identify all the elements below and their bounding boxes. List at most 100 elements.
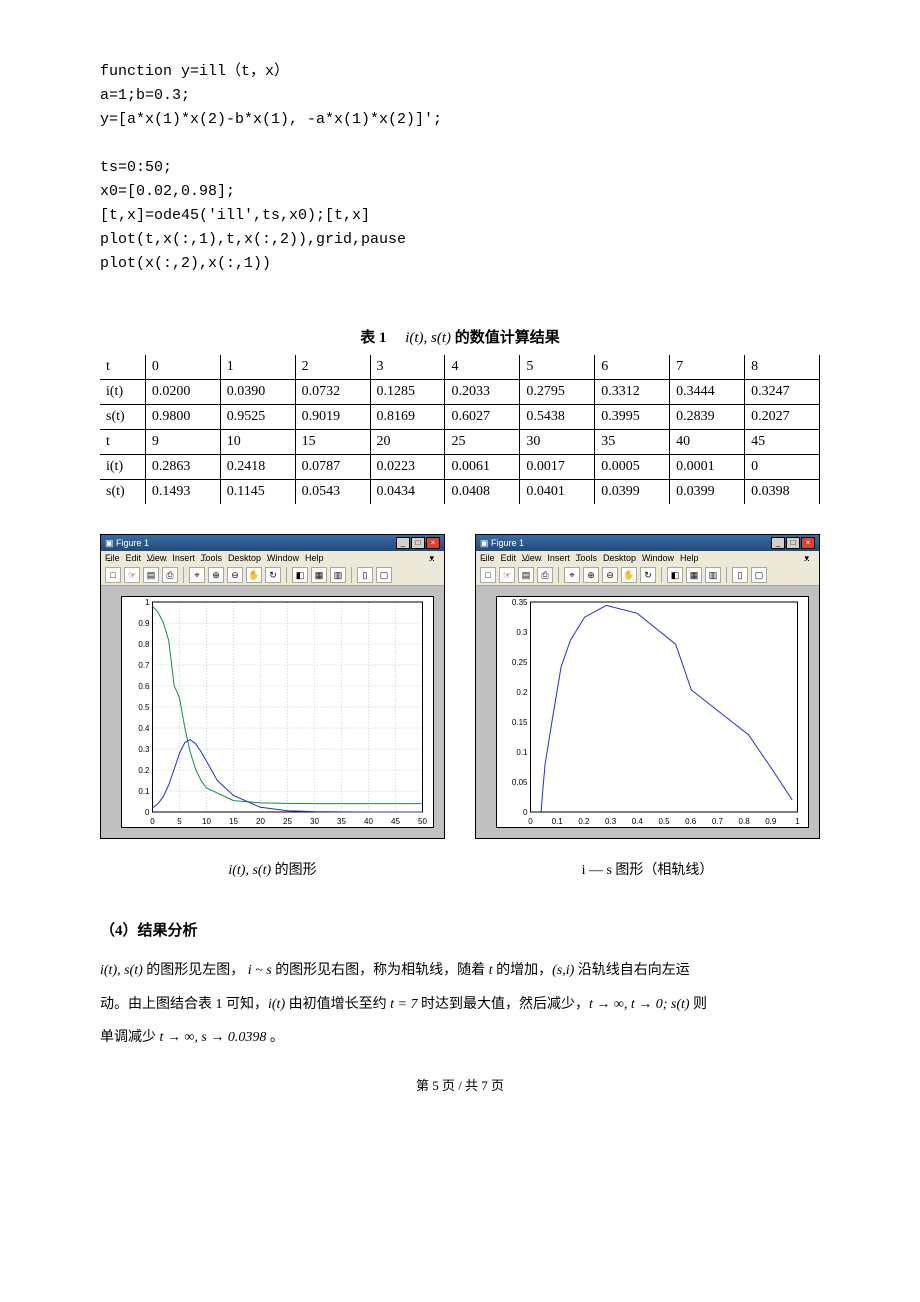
- svg-text:0.6: 0.6: [138, 682, 150, 691]
- table-cell: 0.5438: [520, 405, 595, 430]
- figure-right: ▣ Figure 1_□×FileEditViewInsertToolsDesk…: [475, 534, 820, 839]
- table-cell: 0.8169: [370, 405, 445, 430]
- window-buttons[interactable]: _□×: [770, 537, 815, 549]
- menubar[interactable]: FileEditViewInsertToolsDesktopWindowHelp…: [476, 551, 819, 565]
- table-cell: s(t): [100, 405, 145, 430]
- svg-text:0.35: 0.35: [512, 598, 528, 607]
- table-cell: 40: [670, 430, 745, 455]
- table-cell: 0.2863: [145, 455, 220, 480]
- table-cell: 15: [295, 430, 370, 455]
- table-cell: 1: [220, 355, 295, 380]
- table-cell: 0.0061: [445, 455, 520, 480]
- table-cell: 0.9800: [145, 405, 220, 430]
- svg-text:0.7: 0.7: [138, 661, 150, 670]
- code-block: function y=ill（t，x） a=1;b=0.3; y=[a*x(1)…: [100, 60, 820, 276]
- svg-text:10: 10: [202, 817, 211, 826]
- svg-text:0.05: 0.05: [512, 778, 528, 787]
- svg-text:0.2: 0.2: [138, 766, 150, 775]
- svg-text:30: 30: [310, 817, 319, 826]
- toolbar[interactable]: □☞▤⎙⌖⊕⊖✋↻◧▦▥▯▢: [476, 565, 819, 586]
- table-cell: 0.1493: [145, 480, 220, 505]
- svg-text:0.3: 0.3: [605, 817, 617, 826]
- table-cell: 0.2795: [520, 380, 595, 405]
- svg-text:1: 1: [795, 817, 800, 826]
- menubar[interactable]: FileEditViewInsertToolsDesktopWindowHelp…: [101, 551, 444, 565]
- svg-text:0.15: 0.15: [512, 718, 528, 727]
- table-cell: 0.0001: [670, 455, 745, 480]
- svg-text:0.3: 0.3: [516, 628, 528, 637]
- table-cell: 0.2033: [445, 380, 520, 405]
- table-suffix: 的数值计算结果: [455, 330, 560, 346]
- table-cell: 0.0017: [520, 455, 595, 480]
- svg-text:0.5: 0.5: [658, 817, 670, 826]
- table-cell: 0.0543: [295, 480, 370, 505]
- toolbar[interactable]: □☞▤⎙⌖⊕⊖✋↻◧▦▥▯▢: [101, 565, 444, 586]
- fig-title: ▣ Figure 1: [105, 538, 149, 549]
- table-cell: 0.0399: [595, 480, 670, 505]
- table-cell: 0.3995: [595, 405, 670, 430]
- analysis-text: i(t), s(t) 的图形见左图， i ~ s 的图形见右图，称为相轨线，随着…: [100, 954, 820, 1055]
- table-label: 表 1: [360, 330, 386, 346]
- table-cell: 0.0390: [220, 380, 295, 405]
- svg-text:0.1: 0.1: [516, 748, 528, 757]
- table-cell: 0.9525: [220, 405, 295, 430]
- svg-text:0.5: 0.5: [138, 703, 150, 712]
- svg-text:0: 0: [523, 808, 528, 817]
- table-cell: 0.2839: [670, 405, 745, 430]
- table-cell: t: [100, 430, 145, 455]
- svg-text:0.9: 0.9: [138, 619, 150, 628]
- svg-text:0.2: 0.2: [578, 817, 590, 826]
- svg-text:0: 0: [150, 817, 155, 826]
- table-cell: 0.1145: [220, 480, 295, 505]
- table-cell: 25: [445, 430, 520, 455]
- table-cell: 0.0732: [295, 380, 370, 405]
- table-cell: 0.0005: [595, 455, 670, 480]
- caption-left: i(t), s(t) 的图形: [100, 859, 445, 879]
- table-cell: 9: [145, 430, 220, 455]
- svg-text:0: 0: [145, 808, 150, 817]
- table-cell: 10: [220, 430, 295, 455]
- svg-text:0.3: 0.3: [138, 745, 150, 754]
- svg-text:0: 0: [528, 817, 533, 826]
- svg-text:0.6: 0.6: [685, 817, 697, 826]
- svg-text:20: 20: [256, 817, 265, 826]
- svg-text:15: 15: [229, 817, 238, 826]
- table-cell: 0.0787: [295, 455, 370, 480]
- table-cell: 0.0434: [370, 480, 445, 505]
- data-table: t012345678i(t)0.02000.03900.07320.12850.…: [100, 355, 820, 504]
- svg-text:0.4: 0.4: [632, 817, 644, 826]
- svg-text:0.7: 0.7: [712, 817, 724, 826]
- table-cell: 30: [520, 430, 595, 455]
- table-cell: 0.0223: [370, 455, 445, 480]
- table-cell: 0.6027: [445, 405, 520, 430]
- svg-text:1: 1: [145, 598, 150, 607]
- table-cell: 0.1285: [370, 380, 445, 405]
- table-cell: 45: [745, 430, 820, 455]
- page-footer: 第 5 页 / 共 7 页: [100, 1075, 820, 1094]
- table-cell: 3: [370, 355, 445, 380]
- svg-text:0.8: 0.8: [739, 817, 751, 826]
- table-cell: 0.0408: [445, 480, 520, 505]
- table-cell: 0.9019: [295, 405, 370, 430]
- table-cell: s(t): [100, 480, 145, 505]
- table-cell: 0.0200: [145, 380, 220, 405]
- svg-text:0.25: 0.25: [512, 658, 528, 667]
- table-cell: 0.0401: [520, 480, 595, 505]
- table-cell: 0.2027: [745, 405, 820, 430]
- svg-text:0.2: 0.2: [516, 688, 528, 697]
- svg-text:0.9: 0.9: [765, 817, 777, 826]
- section-4-head: （4）结果分析: [100, 919, 820, 940]
- table-cell: 35: [595, 430, 670, 455]
- table-cell: i(t): [100, 380, 145, 405]
- svg-text:5: 5: [177, 817, 182, 826]
- table-cell: 0.2418: [220, 455, 295, 480]
- table-cell: 0.0399: [670, 480, 745, 505]
- table-title: 表 1 i(t), s(t) 的数值计算结果: [100, 326, 820, 347]
- caption-row: i(t), s(t) 的图形 i — s 图形（相轨线）: [100, 859, 820, 879]
- table-cell: 4: [445, 355, 520, 380]
- table-cell: 0: [745, 455, 820, 480]
- window-buttons[interactable]: _□×: [395, 537, 440, 549]
- table-cell: 0.0398: [745, 480, 820, 505]
- svg-text:0.4: 0.4: [138, 724, 150, 733]
- svg-text:25: 25: [283, 817, 292, 826]
